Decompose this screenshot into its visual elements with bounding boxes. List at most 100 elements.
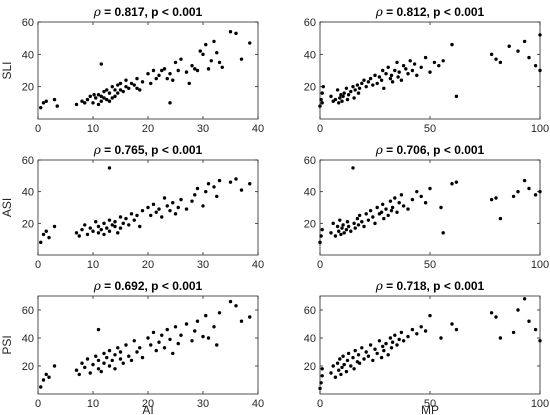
scatter-point	[377, 75, 382, 79]
scatter-point	[248, 41, 252, 45]
scatter-point	[428, 313, 432, 318]
scatter-point	[135, 213, 139, 218]
scatter-point	[423, 329, 428, 333]
scatter-point	[74, 102, 79, 107]
scatter-point	[498, 60, 503, 65]
scatter-point	[83, 365, 87, 370]
scatter-point	[138, 224, 142, 229]
scatter-point	[118, 88, 123, 92]
scatter-point	[96, 93, 101, 97]
scatter-point	[346, 93, 351, 97]
scatter-point	[135, 86, 139, 90]
scatter-point	[428, 70, 432, 74]
scatter-point	[341, 94, 345, 99]
scatter-point	[204, 42, 208, 47]
scatter-point	[113, 353, 117, 357]
scatter-point	[85, 97, 90, 102]
scatter-point	[351, 84, 355, 89]
scatter-point	[77, 234, 81, 238]
scatter-point	[345, 220, 350, 224]
scatter-point	[320, 367, 324, 371]
scatter-point	[366, 80, 371, 84]
scatter-point	[107, 166, 112, 170]
scatter-point	[110, 84, 114, 89]
scatter-point	[85, 357, 90, 361]
scatter-point	[522, 178, 527, 183]
scatter-point	[441, 231, 445, 235]
y-tick-label: 60	[304, 305, 316, 317]
y-tick-label: 60	[22, 305, 34, 317]
scatter-point	[410, 68, 415, 73]
scatter-point	[373, 73, 377, 78]
scatter-point	[395, 60, 399, 65]
scatter-point	[408, 59, 412, 63]
scatter-point	[498, 336, 503, 340]
x-tick-label: 10	[87, 259, 99, 271]
scatter-point	[105, 97, 109, 102]
scatter-point	[129, 358, 134, 363]
scatter-point	[335, 361, 340, 365]
x-axis-label: AI	[142, 403, 153, 415]
scatter-point	[193, 193, 197, 197]
scatter-point	[94, 220, 98, 224]
scatter-point	[533, 193, 538, 197]
scatter-point	[140, 208, 145, 213]
scatter-point	[397, 201, 401, 205]
scatter-point	[206, 67, 211, 71]
scatter-point	[331, 221, 335, 226]
scatter-point	[154, 348, 158, 353]
scatter-point	[91, 229, 95, 233]
scatter-point	[234, 31, 238, 36]
scatter-point	[395, 210, 399, 214]
rho-symbol: ρ	[375, 5, 383, 19]
scatter-point	[381, 344, 385, 349]
scatter-point	[47, 235, 51, 240]
scatter-point	[99, 227, 103, 232]
scatter-point	[248, 182, 252, 186]
scatter-point	[335, 224, 340, 229]
scatter-point	[184, 207, 189, 211]
scatter-point	[190, 199, 194, 203]
scatter-point	[118, 357, 123, 361]
scatter-point	[494, 196, 498, 200]
scatter-point	[116, 91, 120, 95]
scatter-point	[121, 361, 125, 365]
scatter-point	[318, 240, 322, 245]
scatter-point	[516, 189, 520, 194]
scatter-point	[352, 367, 356, 371]
scatter-point	[415, 189, 419, 194]
scatter-point	[355, 83, 360, 87]
scatter-point	[179, 333, 183, 337]
scatter-point	[41, 378, 46, 382]
scatter-point	[179, 57, 183, 61]
scatter-point	[195, 68, 200, 73]
scatter-point	[138, 346, 142, 350]
scatter-point	[381, 202, 385, 207]
scatter-point	[362, 78, 366, 82]
x-tick-label: 40	[252, 259, 264, 271]
scatter-point	[432, 60, 437, 65]
scatter-point	[39, 240, 43, 245]
scatter-point	[353, 348, 357, 353]
x-tick-label: 20	[142, 259, 154, 271]
scatter-point	[127, 86, 131, 90]
scatter-point	[52, 224, 57, 229]
scatter-point	[399, 78, 404, 82]
x-tick-label: 100	[531, 123, 549, 135]
scatter-point	[118, 215, 123, 219]
title-stats: = 0.817, p < 0.001	[101, 5, 203, 19]
scatter-point	[396, 75, 400, 79]
scatter-point	[351, 166, 355, 170]
scatter-point	[379, 78, 384, 82]
scatter-panel-2: 0 50 100 20 40 60 ρ = 0.812, p < 0.001	[304, 5, 549, 135]
scatter-point	[340, 365, 344, 370]
scatter-point	[220, 65, 224, 69]
axes-box	[319, 159, 541, 256]
scatter-point	[410, 197, 415, 202]
scatter-point	[127, 223, 131, 227]
scatter-point	[538, 189, 542, 194]
scatter-point	[360, 220, 364, 224]
scatter-point	[527, 55, 531, 60]
scatter-point	[533, 327, 538, 332]
axes-box	[37, 21, 259, 120]
